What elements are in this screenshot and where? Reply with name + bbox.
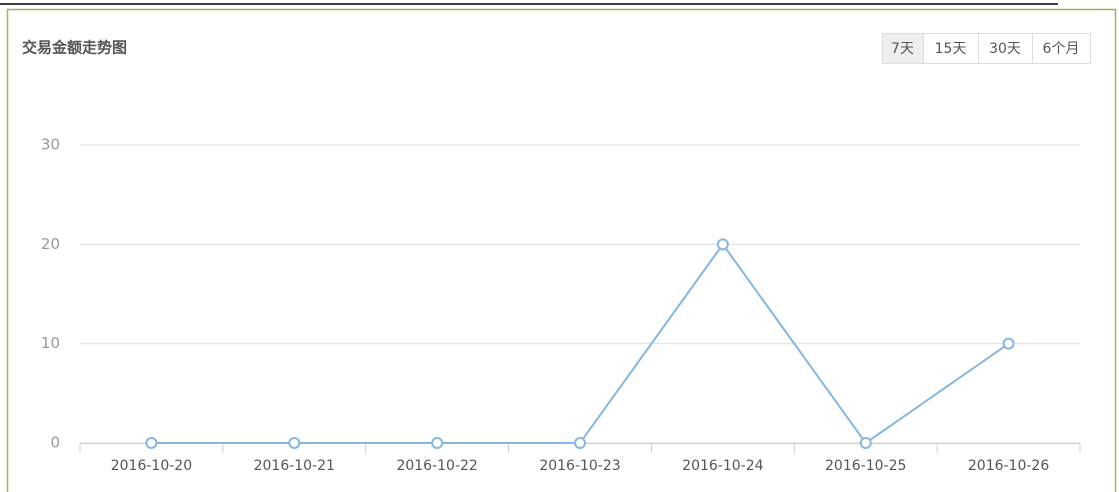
panel-border [6, 8, 1117, 492]
y-tick-label: 30 [41, 136, 60, 154]
point [145, 437, 158, 449]
x-tick-label: 2016-10-25 [825, 458, 906, 474]
point [574, 437, 586, 449]
point [431, 437, 444, 449]
range-button-label[interactable]: 15天 [935, 41, 967, 57]
x-tick-label: 2016-10-24 [682, 458, 763, 474]
range-button[interactable] [1032, 33, 1091, 64]
point [716, 238, 729, 251]
x-tick-label: 2016-10-20 [111, 458, 192, 474]
chart-title: 交易金额走势图 [22, 39, 127, 57]
x-tick-label: 2016-10-23 [539, 458, 620, 474]
point [859, 437, 872, 449]
point [288, 437, 301, 449]
y-tick-label: 0 [50, 434, 60, 452]
x-tick-label: 2016-10-22 [396, 458, 477, 474]
range-button-label[interactable]: 30天 [989, 41, 1021, 57]
range-button-label[interactable]: 7天 [891, 41, 914, 57]
range-button[interactable] [923, 33, 979, 64]
point [1002, 337, 1015, 350]
range-button-label[interactable]: 6个月 [1043, 41, 1080, 57]
y-tick-label: 10 [41, 334, 60, 352]
y-tick-label: 20 [41, 235, 60, 253]
x-tick-label: 2016-10-21 [254, 458, 335, 474]
x-tick-label: 2016-10-26 [968, 458, 1049, 474]
range-button[interactable] [978, 33, 1033, 64]
